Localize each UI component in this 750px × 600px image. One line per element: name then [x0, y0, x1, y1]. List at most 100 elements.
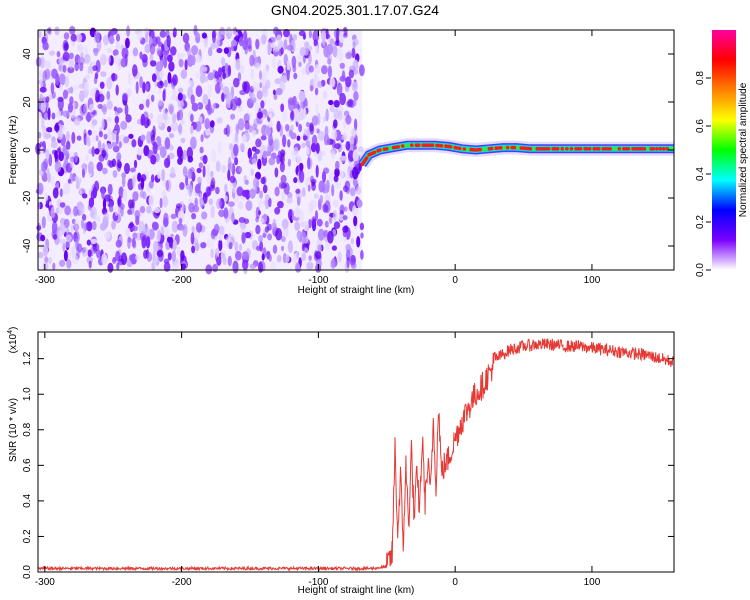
noise-blob: [46, 127, 53, 133]
noise-blob: [178, 217, 183, 225]
noise-blob: [190, 125, 194, 135]
noise-blob: [324, 220, 329, 228]
noise-blob: [244, 120, 250, 131]
noise-blob: [128, 133, 134, 139]
noise-blob: [189, 184, 194, 193]
noise-blob: [311, 216, 317, 225]
noise-blob: [148, 180, 154, 189]
colorbar-tick-label: 0.2: [695, 215, 706, 229]
noise-blob: [68, 52, 74, 59]
colorbar-tick-label: 0.8: [695, 71, 706, 85]
noise-blob: [65, 240, 70, 248]
noise-blob: [329, 171, 335, 182]
noise-blob: [91, 119, 98, 126]
noise-blob: [234, 241, 239, 251]
noise-blob: [184, 59, 188, 71]
ridge-core-dot: [489, 146, 494, 151]
noise-blob: [124, 162, 130, 175]
noise-blob: [125, 37, 130, 49]
noise-blob: [237, 200, 244, 210]
noise-blob: [178, 225, 186, 231]
ridge-core-dot: [565, 147, 569, 151]
noise-blob: [268, 112, 272, 119]
noise-blob: [280, 235, 286, 242]
noise-blob: [146, 131, 152, 144]
noise-blob: [44, 256, 49, 264]
noise-blob: [120, 206, 124, 217]
noise-blob: [163, 261, 171, 272]
noise-blob: [315, 103, 319, 115]
noise-blob: [314, 87, 319, 96]
noise-blob: [87, 161, 94, 174]
noise-blob: [336, 82, 343, 96]
noise-blob: [232, 260, 239, 274]
noise-blob: [167, 54, 173, 63]
noise-blob: [333, 100, 340, 108]
noise-blob: [116, 159, 122, 172]
noise-blob: [69, 86, 74, 94]
noise-blob: [355, 186, 362, 195]
noise-blob: [302, 187, 306, 198]
noise-blob: [354, 118, 358, 131]
noise-blob: [322, 90, 328, 99]
noise-blob: [245, 200, 253, 212]
noise-blob: [231, 39, 237, 47]
noise-blob: [187, 79, 193, 85]
noise-blob: [238, 217, 246, 223]
noise-blob: [259, 240, 263, 252]
noise-blob: [191, 102, 199, 112]
noise-blob: [352, 177, 358, 187]
noise-blob: [290, 110, 295, 120]
noise-blob: [298, 30, 306, 37]
noise-blob: [190, 232, 195, 245]
noise-blob: [192, 205, 200, 213]
noise-blob: [92, 109, 98, 116]
noise-blob: [349, 162, 355, 168]
noise-blob: [288, 99, 295, 112]
noise-blob: [278, 48, 283, 57]
noise-blob: [67, 102, 74, 113]
noise-blob: [102, 167, 108, 175]
noise-blob: [130, 167, 136, 173]
noise-blob: [328, 216, 332, 223]
noise-blob: [204, 118, 210, 130]
noise-blob: [56, 147, 61, 153]
noise-blob: [43, 112, 49, 121]
noise-blob: [39, 86, 47, 93]
noise-blob: [185, 175, 189, 186]
noise-blob: [344, 206, 348, 212]
x-tick-label: -100: [308, 275, 328, 286]
noise-blob: [323, 167, 330, 174]
noise-blob: [303, 135, 308, 141]
noise-blob: [265, 125, 271, 137]
noise-blob: [349, 187, 356, 197]
x-tick-label: -200: [172, 577, 192, 588]
noise-blob: [54, 160, 62, 173]
noise-blob: [360, 249, 364, 260]
noise-blob: [292, 108, 300, 121]
noise-blob: [286, 44, 293, 51]
noise-blob: [104, 231, 111, 240]
noise-blob: [208, 198, 213, 206]
noise-blob: [62, 51, 70, 62]
colorbar: 0.0 0.2 0.4 0.6 0.8 Normalized spectral ampl…: [695, 30, 749, 277]
noise-blob: [120, 252, 128, 265]
noise-blob: [118, 186, 124, 199]
noise-blob: [223, 207, 229, 219]
spectrogram-x-ticks: -300 -200 -100 0 100: [35, 30, 601, 286]
noise-blob: [350, 237, 354, 245]
noise-blob: [200, 66, 208, 72]
noise-blob: [63, 32, 70, 40]
noise-blob: [146, 118, 151, 127]
noise-blob: [159, 197, 163, 209]
noise-blob: [195, 85, 203, 97]
noise-blob: [112, 257, 117, 262]
noise-blob: [228, 242, 233, 250]
noise-blob: [302, 108, 307, 119]
noise-blob: [291, 215, 295, 221]
y-tick-label: 1.2: [22, 351, 33, 365]
noise-blob: [351, 47, 356, 59]
noise-blob: [190, 94, 195, 105]
noise-blob: [333, 108, 340, 120]
noise-blob: [319, 194, 324, 204]
